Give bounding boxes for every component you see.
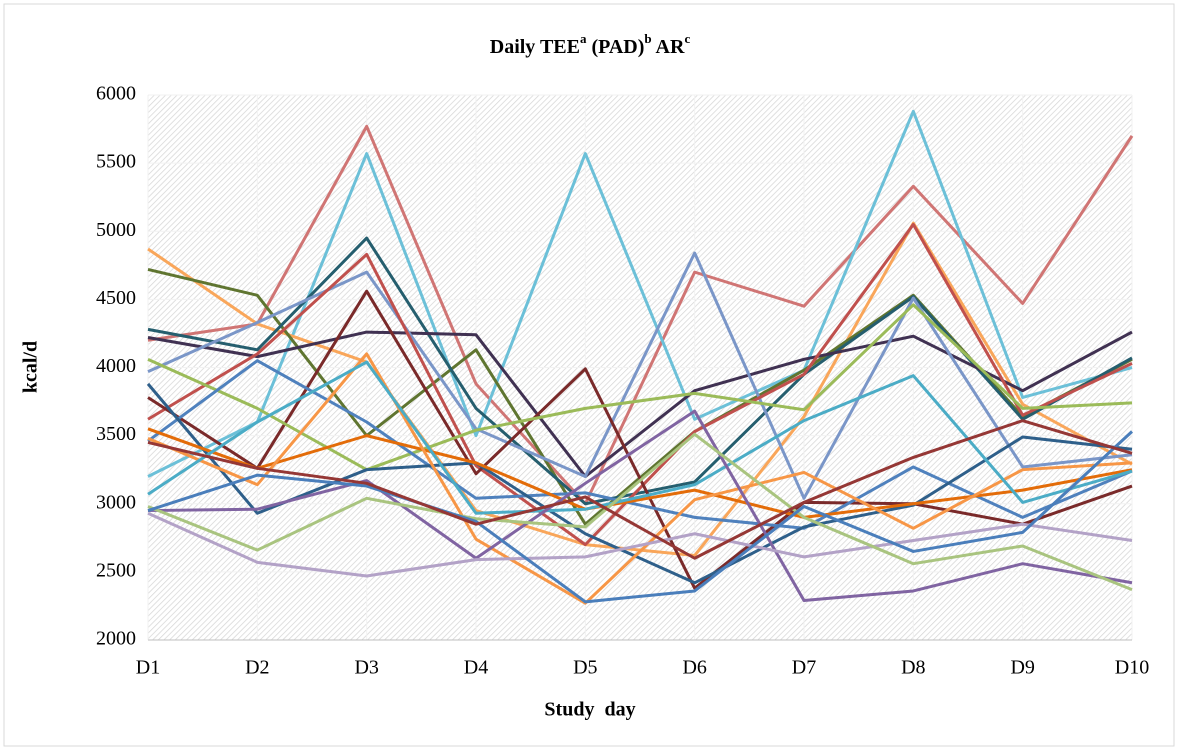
x-tick-label: D4 xyxy=(464,657,488,679)
title-superscript: b xyxy=(644,31,651,46)
x-tick-label: D5 xyxy=(573,657,597,679)
series-line xyxy=(147,427,1133,519)
x-tick-label: D9 xyxy=(1010,657,1034,679)
chart-title: Daily TEEa (PAD)b ARc xyxy=(490,31,691,57)
series-line xyxy=(147,303,1133,472)
series-line xyxy=(147,124,1134,506)
series-line xyxy=(147,419,1133,560)
series-line xyxy=(147,109,1133,478)
title-superscript: a xyxy=(580,31,587,46)
series-line xyxy=(147,289,1133,590)
x-tick-label: D3 xyxy=(354,657,378,679)
x-tick-label: D6 xyxy=(682,657,706,679)
series-line xyxy=(147,222,1133,547)
y-tick-label: 3500 xyxy=(96,423,136,445)
x-tick-label: D1 xyxy=(136,657,160,679)
y-tick-label: 2500 xyxy=(96,559,136,581)
y-axis-title: kcal/d xyxy=(20,341,42,393)
title-part: AR xyxy=(652,36,685,58)
series-line xyxy=(147,330,1133,478)
title-part: Daily TEE xyxy=(490,36,580,58)
grid: 2000 2500 3000 3500 4000 4500 5000 5500 6000 D1 D2… xyxy=(96,83,1149,679)
y-tick-label: 5500 xyxy=(96,151,136,173)
y-tick-label: 5000 xyxy=(96,219,136,241)
series-line xyxy=(147,511,1133,578)
series-line xyxy=(147,432,1133,591)
series-line xyxy=(147,251,1133,500)
series-line xyxy=(146,382,1133,585)
title-part: (PAD) xyxy=(586,36,644,58)
y-tick-label: 6000 xyxy=(96,83,136,105)
lines xyxy=(146,109,1134,605)
y-tick-label: 4500 xyxy=(96,287,136,309)
y-tick-label: 2000 xyxy=(96,628,136,650)
series-line xyxy=(147,352,1133,605)
y-tick-label: 4000 xyxy=(96,355,136,377)
x-axis-title: Study day xyxy=(544,699,635,721)
title-superscript: c xyxy=(684,31,690,46)
x-tick-label: D10 xyxy=(1115,657,1149,679)
x-tick-label: D2 xyxy=(245,657,269,679)
x-tick-label: D7 xyxy=(792,657,816,679)
series-line xyxy=(147,430,1134,604)
y-tick-label: 3000 xyxy=(96,491,136,513)
x-tick-label: D8 xyxy=(901,657,925,679)
series-line xyxy=(147,409,1133,602)
